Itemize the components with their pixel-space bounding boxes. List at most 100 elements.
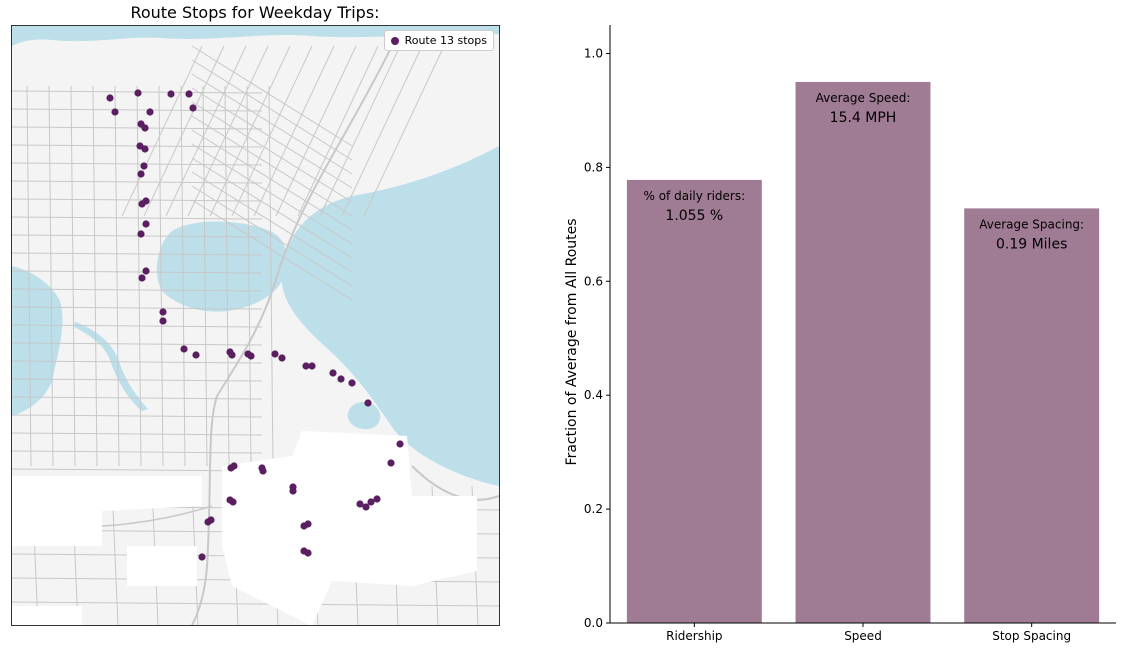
street <box>12 396 263 400</box>
street <box>70 85 76 467</box>
street <box>191 143 353 245</box>
street <box>191 129 353 231</box>
map-legend: Route 13 stops <box>383 30 494 51</box>
street <box>319 45 401 217</box>
street <box>12 216 263 220</box>
bus-stop <box>141 124 149 132</box>
x-tick-label: Ridership <box>666 629 722 643</box>
y-tick-label: 0.0 <box>584 616 603 630</box>
bus-stop <box>146 108 154 116</box>
bus-stop <box>289 487 297 495</box>
bus-stop <box>140 162 148 170</box>
bus-stop <box>387 459 395 467</box>
bar-annotation-value: 0.19 Miles <box>996 236 1067 252</box>
bar-ridership <box>626 179 762 624</box>
bus-stop <box>396 440 404 448</box>
lake-west <box>12 266 63 416</box>
bus-stop <box>159 308 167 316</box>
street <box>253 45 335 217</box>
street <box>191 157 353 259</box>
y-tick-label: 1.0 <box>584 46 603 60</box>
legend-marker <box>390 36 399 45</box>
bar-chart: % of daily riders: 1.055 % Ridership Averag… <box>564 25 1116 643</box>
bus-stop <box>207 516 215 524</box>
street <box>231 45 313 217</box>
street <box>12 342 263 346</box>
street <box>12 234 263 238</box>
bar-annotation-label: Average Spacing: <box>979 217 1084 231</box>
street <box>191 185 353 287</box>
bus-stop <box>138 200 146 208</box>
campus-layer <box>12 431 477 625</box>
street <box>191 101 353 203</box>
creek <box>72 322 148 411</box>
bus-stop <box>192 351 200 359</box>
bus-stop <box>337 375 345 383</box>
street <box>121 45 203 217</box>
bar-stop-spacing <box>964 208 1100 624</box>
bus-stop <box>348 379 356 387</box>
bus-stop <box>185 90 193 98</box>
street <box>202 85 208 467</box>
street <box>12 601 499 607</box>
street <box>114 85 120 467</box>
bus-stop <box>198 553 206 561</box>
highway <box>411 465 499 501</box>
bus-stop <box>230 462 238 470</box>
street <box>143 45 225 217</box>
stop-layer <box>106 89 404 561</box>
y-axis-label: Fraction of Average from All Routes <box>564 218 580 465</box>
street <box>341 45 423 217</box>
bus-stop <box>228 351 236 359</box>
route-map[interactable]: Route 13 stops <box>11 25 500 626</box>
bar-annotation-value: 1.055 % <box>665 208 723 224</box>
bus-stop <box>367 498 375 506</box>
bus-stop <box>167 90 175 98</box>
street <box>92 85 98 467</box>
map-canvas <box>12 26 499 625</box>
street <box>136 85 142 467</box>
street <box>12 306 263 310</box>
campus-area-southwest <box>127 546 197 586</box>
street <box>12 252 263 256</box>
lake-northwest <box>12 26 499 46</box>
y-tick-label: 0.4 <box>584 388 603 402</box>
street <box>12 180 263 184</box>
highway <box>191 45 393 625</box>
bus-stop <box>138 274 146 282</box>
street <box>26 85 32 467</box>
bus-stop <box>180 345 188 353</box>
street <box>165 45 247 217</box>
street <box>12 450 263 454</box>
bus-stop <box>364 399 372 407</box>
street <box>275 45 357 217</box>
bus-stop <box>134 89 142 97</box>
bus-stop <box>259 467 267 475</box>
bar-annotation-label: % of daily riders: <box>644 189 746 203</box>
bus-stop <box>278 354 286 362</box>
bus-stop <box>356 500 364 508</box>
y-tick-label: 0.8 <box>584 160 603 174</box>
street <box>12 198 263 202</box>
y-tick-label: 0.6 <box>584 274 603 288</box>
street <box>12 468 263 472</box>
bus-stop <box>362 503 370 511</box>
bus-stop <box>373 495 381 503</box>
bus-stop <box>142 267 150 275</box>
lake-middle <box>156 221 287 312</box>
street <box>12 288 263 292</box>
street <box>158 85 164 467</box>
campus-area-center <box>222 431 477 625</box>
street <box>12 378 263 382</box>
street <box>209 45 291 217</box>
street <box>246 85 252 467</box>
bus-stop <box>141 145 149 153</box>
bus-stop <box>271 350 279 358</box>
street <box>12 432 263 436</box>
bus-stop <box>329 369 337 377</box>
campus-area-south <box>12 476 202 546</box>
street <box>297 45 379 217</box>
street <box>12 270 263 274</box>
street <box>187 45 269 217</box>
bus-stop <box>189 104 197 112</box>
